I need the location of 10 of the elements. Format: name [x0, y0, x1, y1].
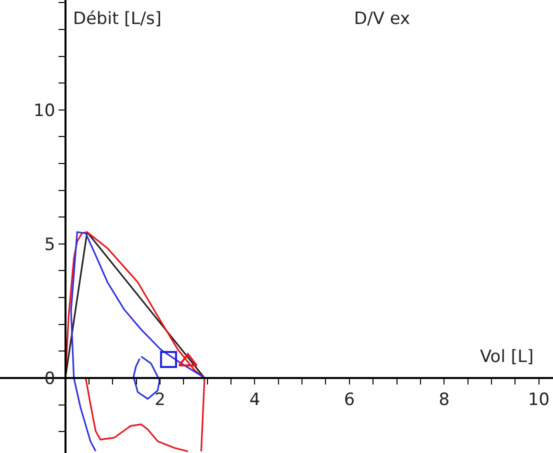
- y-axis-title: Débit [L/s]: [73, 9, 162, 29]
- x-tick-label: 6: [344, 390, 355, 410]
- x-axis-title: Vol [L]: [480, 347, 534, 367]
- x-tick-label: 10: [528, 390, 550, 410]
- y-tick-label: 10: [34, 100, 56, 121]
- x-tick-label: 4: [249, 390, 260, 410]
- x-tick-label: 2: [154, 390, 166, 410]
- text: D/V ex: [354, 9, 410, 29]
- y-tick-label: 5: [44, 234, 56, 255]
- x-tick-label: 8: [438, 390, 450, 410]
